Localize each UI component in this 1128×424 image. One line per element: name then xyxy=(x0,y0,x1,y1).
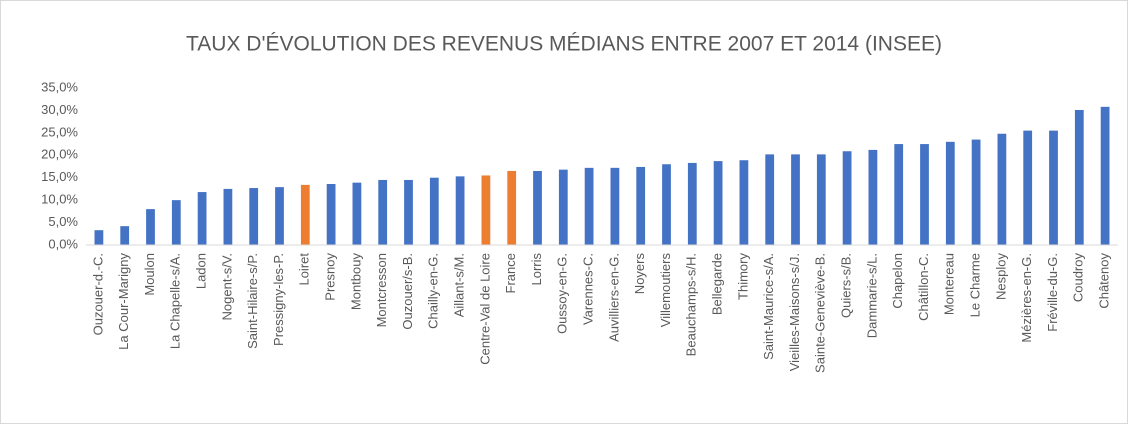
bar xyxy=(636,166,646,245)
bar xyxy=(894,144,904,245)
x-tick-label: Châtillon-C. xyxy=(916,253,931,321)
y-tick-label: 5,0% xyxy=(48,214,78,229)
x-tick-label: Mézières-en-G. xyxy=(1019,253,1034,343)
x-tick-label: Beauchamps-s/H. xyxy=(684,253,699,356)
y-tick-label: 20,0% xyxy=(41,147,78,162)
bar xyxy=(1023,130,1033,245)
bar xyxy=(455,176,465,245)
x-tick-label: Pressigny-les-P. xyxy=(271,253,286,346)
bar xyxy=(326,183,336,245)
bar xyxy=(223,188,233,245)
x-tick-label: Aillant-s/M. xyxy=(452,253,467,317)
x-tick-label: Saint-Maurice-s/A. xyxy=(761,253,776,360)
x-tick-label: La Cour-Marigny xyxy=(116,253,131,350)
x-tick-label: Dammarie-s/L. xyxy=(864,253,879,338)
bar xyxy=(713,161,723,245)
bar xyxy=(739,160,749,245)
bar xyxy=(558,169,568,245)
x-tick-label: Le Charme xyxy=(968,253,983,317)
x-tick-label: Noyers xyxy=(632,253,647,295)
bar xyxy=(249,188,259,245)
x-tick-label: Châtenoy xyxy=(1097,253,1112,309)
x-tick-label: Fréville-du-G. xyxy=(1045,253,1060,332)
bar xyxy=(378,179,388,245)
y-tick-label: 0,0% xyxy=(48,236,78,251)
bar xyxy=(197,192,207,245)
x-tick-label: Presnoy xyxy=(323,253,338,301)
y-tick-label: 15,0% xyxy=(41,169,78,184)
x-tick-label: Centre-Val de Loire xyxy=(477,253,492,365)
x-tick-label: Chailly-en-G. xyxy=(426,253,441,329)
x-tick-label: Villemoutiers xyxy=(658,253,673,328)
bar xyxy=(997,133,1007,245)
bar xyxy=(971,139,981,245)
x-tick-label: Loiret xyxy=(297,253,312,286)
bar xyxy=(920,144,929,245)
x-tick-label: Chapelon xyxy=(890,253,905,309)
x-tick-label: Montbouy xyxy=(348,253,363,311)
bar xyxy=(842,151,852,245)
x-tick-label: Quiers-s/B. xyxy=(839,253,854,318)
y-tick-label: 10,0% xyxy=(41,192,78,207)
y-tick-label: 25,0% xyxy=(41,124,78,139)
x-tick-label: Varennes-C. xyxy=(581,253,596,325)
x-tick-label: Moulon xyxy=(142,253,157,296)
bar xyxy=(533,170,542,245)
bar xyxy=(507,170,517,245)
x-tick-label: Ouzouer-d.-C. xyxy=(90,253,105,335)
x-tick-label: Vieilles-Maisons-s/J. xyxy=(787,253,802,371)
y-tick-label: 35,0% xyxy=(41,79,78,94)
x-tick-label: Lorris xyxy=(529,253,544,286)
x-tick-label: Nogent-s/V. xyxy=(219,253,234,320)
bar xyxy=(404,179,413,245)
x-tick-label: France xyxy=(503,253,518,293)
x-tick-label: La Chapelle-s/A. xyxy=(168,253,183,349)
x-tick-label: Auvilliers-en-G. xyxy=(606,253,621,342)
x-tick-label: Montcresson xyxy=(374,253,389,327)
bar xyxy=(1074,109,1084,245)
x-tick-label: Montereau xyxy=(942,253,957,315)
x-tick-label: Nesploy xyxy=(993,253,1008,300)
bar xyxy=(94,230,104,245)
y-tick-label: 30,0% xyxy=(41,102,78,117)
bar xyxy=(662,164,671,245)
bar xyxy=(868,149,878,245)
bar xyxy=(429,177,439,245)
x-tick-label: Coudroy xyxy=(1071,253,1086,303)
x-tick-label: Ladon xyxy=(194,253,209,289)
bar xyxy=(120,226,130,245)
bar xyxy=(687,162,697,245)
bar xyxy=(481,175,491,245)
x-tick-label: Thimory xyxy=(735,253,750,300)
bar xyxy=(1049,130,1058,245)
bar xyxy=(275,187,284,245)
bar xyxy=(584,167,594,245)
bar xyxy=(610,167,620,245)
bar xyxy=(765,154,775,245)
bar xyxy=(945,141,955,245)
bar xyxy=(300,184,310,245)
x-tick-label: Ouzouer/s-B. xyxy=(400,253,415,330)
bar xyxy=(816,154,826,245)
bar xyxy=(1100,106,1110,245)
bar xyxy=(171,200,181,245)
x-tick-label: Oussoy-en-G. xyxy=(555,253,570,334)
x-tick-label: Sainte-Geneviève-B. xyxy=(813,253,828,373)
x-tick-label: Saint-Hilaire-s/P. xyxy=(245,253,260,349)
bar xyxy=(146,209,155,245)
x-tick-label: Bellegarde xyxy=(710,253,725,315)
bar xyxy=(791,154,800,245)
chart-title: TAUX D'ÉVOLUTION DES REVENUS MÉDIANS ENT… xyxy=(186,33,942,56)
bar xyxy=(352,182,362,245)
